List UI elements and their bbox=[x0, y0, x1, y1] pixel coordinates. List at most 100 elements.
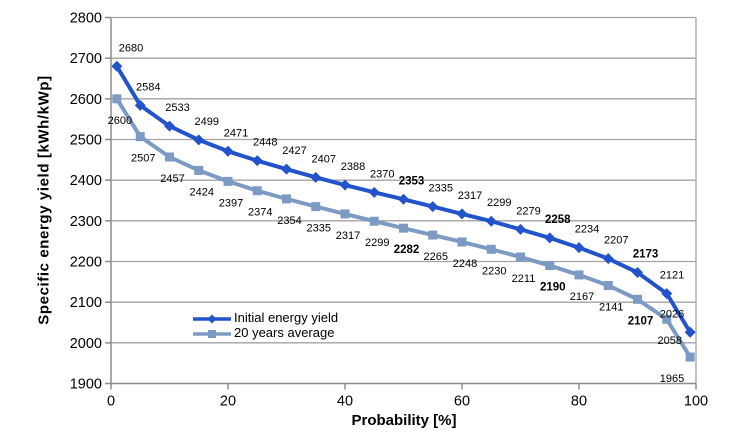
square-marker bbox=[252, 186, 262, 196]
diamond-marker bbox=[573, 242, 585, 254]
square-marker bbox=[165, 152, 174, 162]
square-marker bbox=[662, 314, 672, 324]
x-tick-label: 40 bbox=[337, 394, 353, 410]
data-label: 2121 bbox=[660, 270, 684, 282]
y-tick-label: 1900 bbox=[70, 377, 102, 393]
square-marker bbox=[603, 280, 613, 290]
square-marker bbox=[428, 230, 438, 240]
data-label: 2388 bbox=[341, 161, 365, 173]
data-label: 2299 bbox=[365, 237, 389, 249]
data-label: 2397 bbox=[219, 197, 243, 209]
data-label: 2248 bbox=[453, 258, 477, 270]
x-tick-label: 60 bbox=[454, 394, 470, 410]
square-marker bbox=[194, 165, 204, 175]
y-tick-label: 2000 bbox=[70, 336, 102, 352]
data-label: 2026 bbox=[660, 308, 684, 320]
y-tick-label: 2700 bbox=[70, 51, 102, 67]
diamond-marker bbox=[684, 326, 696, 338]
data-label: 2584 bbox=[136, 81, 160, 93]
x-axis-title: Probability [%] bbox=[351, 412, 457, 429]
data-label: 2374 bbox=[248, 207, 272, 219]
square-marker bbox=[399, 223, 408, 233]
y-tick-label: 2200 bbox=[70, 255, 102, 271]
square-marker bbox=[516, 252, 525, 262]
square-marker bbox=[223, 176, 233, 186]
y-tick-label: 2800 bbox=[70, 11, 102, 27]
data-label: 2173 bbox=[633, 248, 659, 260]
square-marker bbox=[574, 270, 584, 280]
data-label: 1965 bbox=[660, 373, 684, 385]
data-label: 2282 bbox=[394, 244, 420, 256]
square-marker bbox=[311, 202, 321, 212]
data-label: 2299 bbox=[487, 197, 511, 209]
y-axis-title: Specific energy yield [kWh/kWp] bbox=[35, 75, 53, 325]
legend-label: 20 years average bbox=[234, 325, 335, 340]
data-label: 2317 bbox=[336, 230, 360, 242]
x-tick-label: 80 bbox=[571, 394, 587, 410]
data-label: 2471 bbox=[224, 127, 248, 139]
x-tick-label: 20 bbox=[220, 394, 236, 410]
legend-item-20-years-average: 20 years average bbox=[192, 325, 338, 340]
y-tick-label: 2400 bbox=[70, 173, 102, 189]
diamond-marker bbox=[251, 155, 263, 167]
data-label: 2234 bbox=[575, 224, 599, 236]
diamond-marker bbox=[427, 201, 439, 213]
data-label: 2457 bbox=[160, 173, 184, 185]
data-labels-20-years-average: 2600 2507 2457 2424 2397 2374 2354 2335 2317 2299… bbox=[108, 115, 685, 385]
data-label: 2427 bbox=[282, 145, 306, 157]
legend-label: Initial energy yield bbox=[234, 310, 339, 325]
square-marker bbox=[282, 194, 291, 204]
y-tick-label: 2500 bbox=[70, 133, 102, 149]
data-label: 2207 bbox=[604, 235, 628, 247]
square-marker bbox=[545, 261, 555, 271]
diamond-marker bbox=[661, 288, 673, 300]
data-label: 2058 bbox=[658, 335, 682, 347]
data-label: 2141 bbox=[599, 301, 623, 313]
legend-square-line-icon bbox=[192, 327, 232, 339]
data-label: 2211 bbox=[512, 273, 536, 285]
legend-diamond-line-icon bbox=[192, 312, 232, 324]
data-label: 2533 bbox=[165, 102, 189, 114]
square-marker bbox=[685, 352, 695, 362]
square-marker bbox=[369, 216, 379, 226]
data-label: 2370 bbox=[370, 168, 394, 180]
gridlines bbox=[111, 16, 697, 384]
data-label: 2499 bbox=[195, 116, 219, 128]
diamond-marker bbox=[339, 179, 351, 191]
y-tick-label: 2100 bbox=[70, 295, 102, 311]
data-label: 2407 bbox=[312, 153, 336, 165]
y-tick-label: 2300 bbox=[70, 214, 102, 230]
legend-item-initial-energy-yield: Initial energy yield bbox=[192, 310, 338, 325]
diamond-marker bbox=[281, 163, 292, 175]
diamond-marker bbox=[515, 223, 526, 235]
axes: 1900 2000 2100 2200 2300 2400 2500 2600 2700 2800… bbox=[70, 11, 708, 410]
data-label: 2279 bbox=[516, 205, 540, 217]
series-20-years-average bbox=[112, 94, 695, 362]
data-label: 2680 bbox=[119, 42, 143, 54]
square-marker bbox=[486, 244, 496, 254]
data-label: 2107 bbox=[628, 315, 654, 327]
data-label: 2507 bbox=[131, 153, 155, 165]
square-marker bbox=[112, 94, 122, 104]
diamond-marker bbox=[632, 266, 643, 278]
data-label: 2167 bbox=[570, 291, 594, 303]
data-label: 2265 bbox=[424, 251, 448, 263]
data-label: 2353 bbox=[399, 175, 425, 187]
diamond-marker bbox=[164, 120, 175, 132]
data-label: 2317 bbox=[458, 190, 482, 202]
diamond-marker bbox=[193, 134, 205, 146]
data-label: 2448 bbox=[253, 137, 277, 149]
diamond-marker bbox=[368, 186, 380, 198]
data-label: 2354 bbox=[277, 215, 301, 227]
square-marker bbox=[457, 237, 467, 247]
square-marker bbox=[340, 209, 350, 219]
diamond-marker bbox=[602, 253, 614, 265]
square-marker bbox=[633, 294, 642, 304]
data-label: 2335 bbox=[307, 223, 331, 235]
diamond-marker bbox=[456, 208, 468, 220]
x-tick-label: 0 bbox=[107, 394, 115, 410]
diamond-marker bbox=[544, 232, 556, 244]
diamond-marker bbox=[111, 60, 123, 72]
